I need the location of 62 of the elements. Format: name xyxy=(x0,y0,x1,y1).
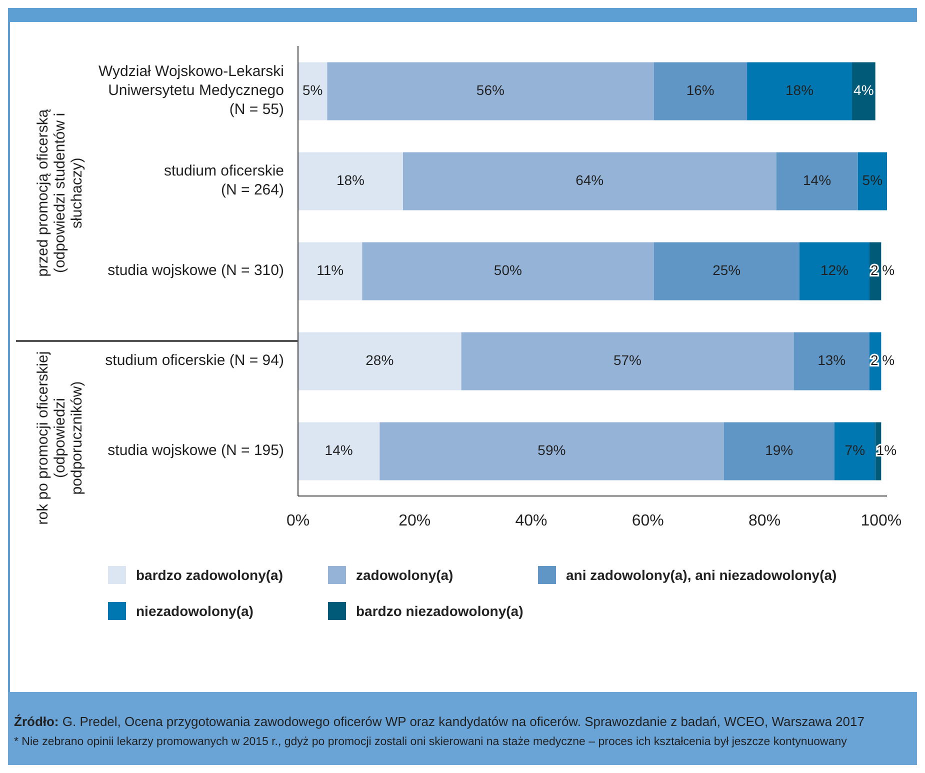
legend-label: zadowolony(a) xyxy=(356,567,454,583)
data-label: 19% xyxy=(765,442,794,458)
data-label: 2 % xyxy=(870,262,895,278)
bar xyxy=(852,62,876,120)
data-label: 50% xyxy=(494,262,522,278)
bar xyxy=(654,242,800,300)
data-label: 14% xyxy=(324,442,353,458)
x-tick-label: 80% xyxy=(748,512,781,530)
bar xyxy=(834,422,876,480)
y-tick-label: studium oficerskie (N = 94) xyxy=(105,352,284,369)
bar xyxy=(776,152,858,210)
bar xyxy=(461,332,794,390)
bar xyxy=(724,422,835,480)
data-label: 18% xyxy=(336,172,364,188)
data-label: 18% xyxy=(786,82,814,98)
bar xyxy=(298,422,380,480)
bar xyxy=(794,332,870,390)
data-label: 64% xyxy=(576,172,604,188)
bar xyxy=(298,332,462,390)
x-tick-label: 20% xyxy=(398,512,431,530)
legend-label: ani zadowolony(a), ani niezadowolony(a) xyxy=(566,567,837,583)
data-label: 57% xyxy=(613,352,642,368)
data-label: 7% xyxy=(844,442,866,458)
y-tick-label: studia wojskowe (N = 310) xyxy=(108,262,284,279)
text: Źródło: G. Predel, Ocena przygotowania zawodowego oficerów WP oraz kandydatów na oficerów. Sprawozdanie z badań, WCEO, Warszawa 2017 xyxy=(14,714,864,729)
data-label: 25% xyxy=(712,262,741,278)
bar xyxy=(298,152,403,210)
data-label: 4% xyxy=(854,82,874,98)
x-tick-label: 0% xyxy=(286,512,310,530)
legend-label: niezadowolony(a) xyxy=(136,603,254,619)
data-label: 11% xyxy=(316,262,344,278)
text: rok po promocji oficerskiej (odpowiedzi podporuczników) xyxy=(34,350,86,527)
data-label: 12% xyxy=(820,262,849,278)
bar xyxy=(362,242,654,300)
data-label: 5% xyxy=(862,172,883,188)
bar xyxy=(747,62,852,120)
data-label: 5% xyxy=(302,82,323,98)
data-label: 13% xyxy=(818,352,846,368)
bar xyxy=(800,242,870,300)
bar xyxy=(327,62,654,120)
data-label: 56% xyxy=(476,82,504,98)
x-tick-label: 60% xyxy=(632,512,664,530)
legend-label: bardzo zadowolony(a) xyxy=(136,567,283,583)
text: * Nie zebrano opinii lekarzy promowanych w 2015 r., gdyż po promocji zostali oni skierowani na staże medyczne – proces ich kształcenia był jeszcze kontynuowany xyxy=(14,735,848,750)
bar xyxy=(402,152,776,210)
bar xyxy=(298,242,362,300)
bar xyxy=(298,62,328,120)
x-tick-label: 100% xyxy=(860,512,902,530)
data-label: 14% xyxy=(803,172,832,188)
text: przed promocją oficerską (odpowiedzi studentów i słuchaczy) xyxy=(34,108,86,279)
data-label: 2 % xyxy=(870,352,895,368)
data-label: 28% xyxy=(366,352,394,368)
y-tick-label: Wydział Wojskowo-Lekarski Uniwersytetu Medycznego (N = 55) xyxy=(98,62,284,118)
x-tick-label: 40% xyxy=(515,512,548,530)
data-label: 16% xyxy=(686,82,714,98)
bar xyxy=(858,152,887,210)
legend-label: bardzo niezadowolony(a) xyxy=(356,603,524,619)
bar xyxy=(654,62,748,120)
data-label: 59% xyxy=(538,442,566,458)
bar xyxy=(380,422,724,480)
y-tick-label: studium oficerskie (N = 264) xyxy=(164,162,284,198)
y-tick-label: studia wojskowe (N = 195) xyxy=(108,442,284,459)
